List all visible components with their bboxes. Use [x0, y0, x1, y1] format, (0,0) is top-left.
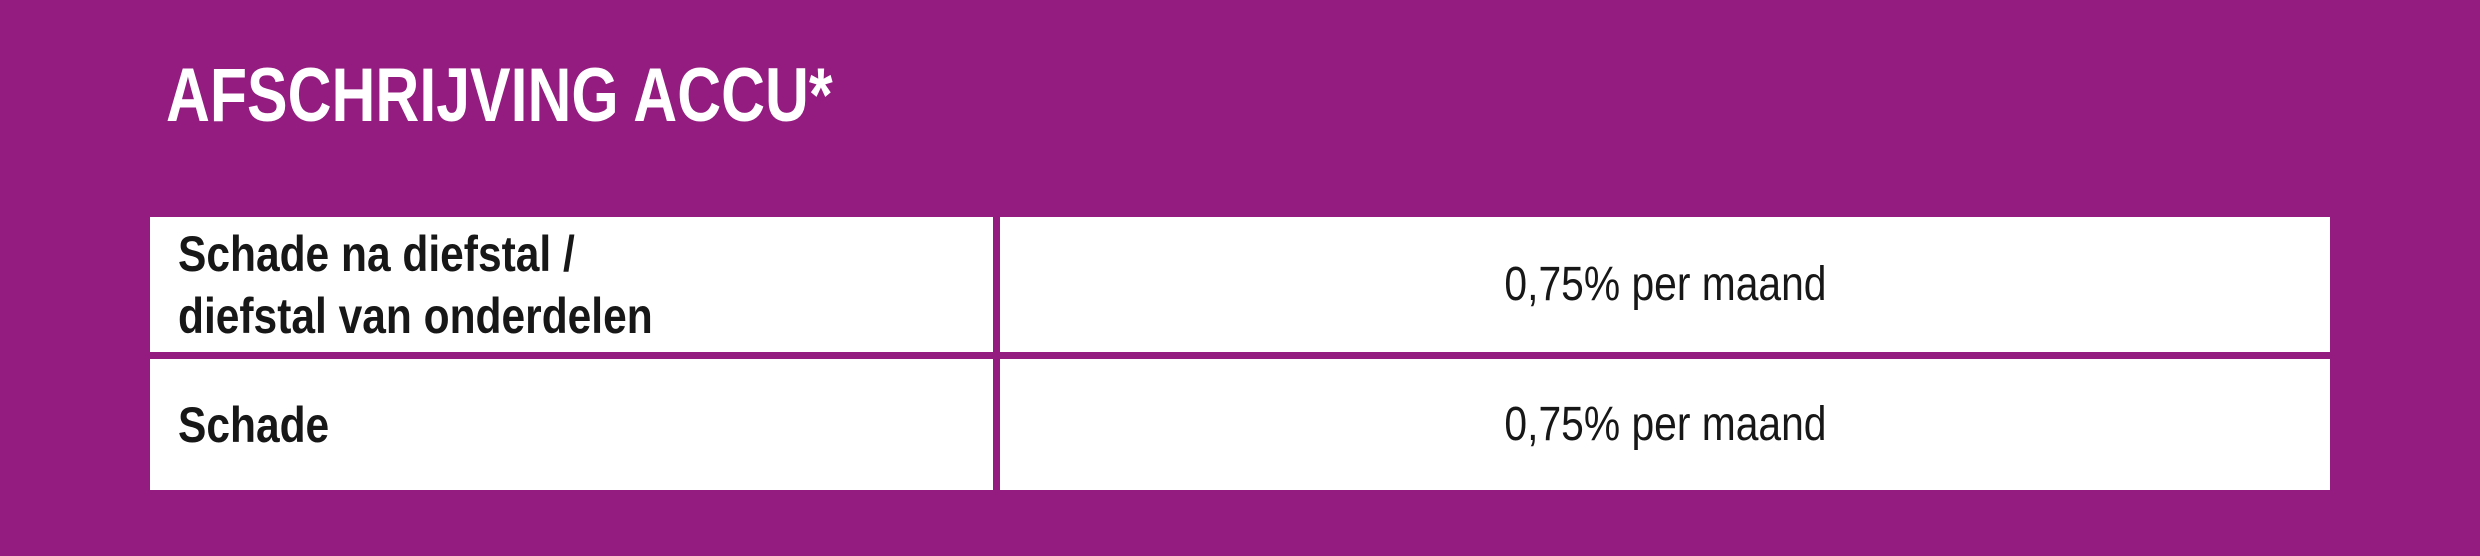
- value-text: 0,75% per maand: [1503, 258, 1827, 311]
- value-text: 0,75% per maand: [1503, 398, 1827, 451]
- table-cell-label-row2: Schade: [150, 359, 993, 490]
- depreciation-table: Schade na diefstal / diefstal van onderd…: [150, 217, 2330, 490]
- label-line: diefstal van onderdelen: [178, 287, 653, 344]
- page-title-text: AFSCHRIJVING ACCU*: [166, 53, 833, 138]
- table-cell-value-row2: 0,75% per maand: [1000, 359, 2330, 490]
- page-title: AFSCHRIJVING ACCU*: [166, 58, 999, 134]
- label-line: Schade na diefstal /: [178, 225, 575, 282]
- table-cell-label-row1: Schade na diefstal / diefstal van onderd…: [150, 217, 993, 352]
- table-cell-value-row1: 0,75% per maand: [1000, 217, 2330, 352]
- label-line: Schade: [178, 396, 330, 453]
